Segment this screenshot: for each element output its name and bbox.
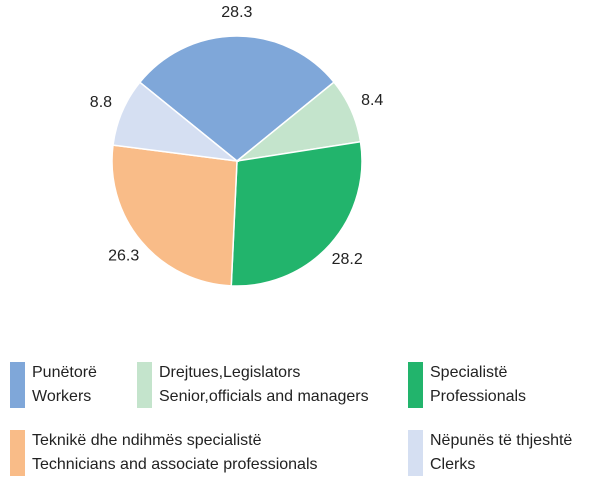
legend-label-en: Workers — [32, 388, 91, 405]
data-label: 28.2 — [332, 251, 363, 268]
data-label: 8.4 — [361, 92, 383, 109]
legend-label-en: Professionals — [430, 388, 526, 405]
legend-swatch — [137, 362, 152, 408]
legend-label: Teknikë dhe ndihmës specialistë — [32, 432, 262, 449]
data-label: 26.3 — [108, 247, 139, 264]
legend-swatch — [10, 430, 25, 476]
pie-slice — [112, 81, 240, 163]
pie-slice — [230, 140, 363, 287]
data-label: 8.8 — [90, 94, 112, 111]
legend-label-en: Senior,officials and managers — [159, 388, 369, 405]
pie-slice — [138, 35, 336, 162]
legend-label-en: Technicians and associate professionals — [32, 456, 318, 473]
legend-swatch — [408, 362, 423, 408]
legend-label: Specialistë — [430, 364, 507, 381]
legend-label-en: Clerks — [430, 456, 475, 473]
legend-label: Nëpunës të thjeshtë — [430, 432, 572, 449]
legend-swatch — [10, 362, 25, 408]
pie-slice — [111, 144, 238, 287]
data-label: 28.3 — [221, 4, 252, 21]
legend-label: Punëtorë — [32, 364, 97, 381]
legend-label: Drejtues,Legislators — [159, 364, 300, 381]
legend-swatch — [408, 430, 423, 476]
